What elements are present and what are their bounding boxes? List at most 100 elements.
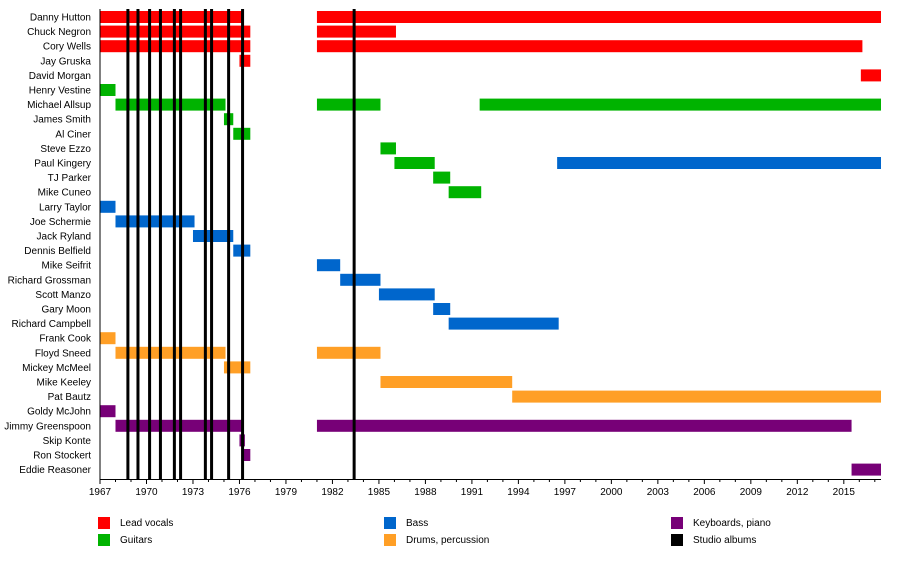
- member-label-jimmy-greenspoon: Jimmy Greenspoon: [4, 421, 91, 432]
- studio-album-line: [148, 9, 152, 479]
- member-label-goldy-mcjohn: Goldy McJohn: [27, 407, 91, 418]
- bar-richard-grossman: [340, 273, 381, 286]
- bar-david-morgan: [860, 69, 881, 82]
- legend-item-drums: Drums, percussion: [384, 533, 489, 547]
- legend-swatch-albums: [671, 534, 683, 546]
- member-label-scott-manzo: Scott Manzo: [35, 290, 91, 301]
- legend-label-albums: Studio albums: [693, 534, 757, 546]
- x-tick-label: 2003: [647, 487, 670, 498]
- member-label-james-smith: James Smith: [33, 115, 91, 126]
- member-label-jack-ryland: Jack Ryland: [37, 232, 91, 243]
- legend-item-guitars: Guitars: [98, 533, 152, 547]
- member-label-skip-konte: Skip Konte: [43, 436, 92, 447]
- legend-item-keyboards: Keyboards, piano: [671, 516, 771, 530]
- bar-tj-parker: [433, 171, 451, 184]
- legend-label-vocals: Lead vocals: [120, 517, 174, 529]
- member-labels: Danny Hutton Chuck Negron Cory Wells Jay Gr…: [4, 13, 92, 477]
- member-label-eddie-reasoner: Eddie Reasoner: [19, 465, 91, 476]
- legend: Lead vocals Guitars Bass Drums, percussi…: [0, 516, 900, 556]
- band-timeline-chart: Danny Hutton Chuck Negron Cory Wells Jay Gr…: [4, 9, 881, 498]
- legend-item-bass: Bass: [384, 516, 428, 530]
- bar-chuck-negron: [316, 25, 396, 38]
- x-tick-label: 2015: [833, 487, 856, 498]
- legend-item-vocals: Lead vocals: [98, 516, 173, 530]
- studio-album-line: [136, 9, 140, 479]
- studio-album-line: [179, 9, 183, 479]
- bar-ron-stockert: [242, 449, 251, 461]
- legend-label-keyboards: Keyboards, piano: [693, 517, 771, 529]
- bar-mike-keeley: [380, 376, 513, 388]
- studio-album-line: [126, 9, 130, 479]
- member-label-paul-kingery: Paul Kingery: [34, 159, 91, 170]
- bar-scott-manzo: [378, 288, 435, 301]
- membership-bars: [100, 11, 881, 476]
- x-tick-label: 1970: [135, 487, 158, 498]
- legend-item-albums: Studio albums: [671, 533, 756, 547]
- member-label-michael-allsup: Michael Allsup: [27, 100, 91, 111]
- bar-jimmy-greenspoon: [316, 419, 852, 432]
- member-label-gary-moon: Gary Moon: [42, 305, 91, 316]
- member-label-joe-schermie: Joe Schermie: [30, 217, 92, 228]
- member-label-larry-taylor: Larry Taylor: [39, 202, 92, 213]
- studio-album-line: [172, 9, 176, 479]
- bar-paul-kingery: [394, 157, 435, 169]
- x-tick-label: 2006: [693, 487, 716, 498]
- member-label-steve-ezzo: Steve Ezzo: [40, 144, 91, 155]
- x-tick-label: 2009: [740, 487, 763, 498]
- bar-richard-campbell: [448, 317, 559, 330]
- x-axis: 1967 1970 1973 1976 1979 1982 1985 1988 1991 1994…: [89, 9, 881, 498]
- bar-floyd-sneed: [316, 346, 381, 359]
- bar-cory-wells: [316, 40, 863, 53]
- bar-mike-cuneo: [448, 186, 482, 199]
- legend-swatch-guitars: [98, 534, 110, 546]
- bar-paul-kingery-bass: [557, 157, 881, 169]
- bar-pat-bautz: [512, 390, 881, 403]
- studio-album-line: [227, 9, 231, 479]
- bar-steve-ezzo: [380, 142, 396, 155]
- member-label-mike-keeley: Mike Keeley: [37, 378, 91, 389]
- member-label-pat-bautz: Pat Bautz: [48, 392, 91, 403]
- legend-label-guitars: Guitars: [120, 534, 153, 546]
- bar-goldy-mcjohn: [100, 405, 116, 418]
- studio-album-line: [241, 9, 245, 479]
- member-label-tj-parker: TJ Parker: [48, 173, 92, 184]
- member-label-al-ciner: Al Ciner: [55, 129, 91, 140]
- member-label-mickey-mcmeel: Mickey McMeel: [22, 363, 91, 374]
- member-label-chuck-negron: Chuck Negron: [27, 27, 91, 38]
- x-tick-label: 1982: [321, 487, 344, 498]
- member-label-david-morgan: David Morgan: [29, 71, 91, 82]
- x-tick-label: 1994: [507, 487, 530, 498]
- x-tick-label: 1991: [461, 487, 484, 498]
- studio-album-lines: [126, 9, 356, 479]
- legend-swatch-vocals: [98, 517, 110, 529]
- bar-henry-vestine: [100, 84, 116, 96]
- member-label-henry-vestine: Henry Vestine: [29, 86, 92, 97]
- bar-michael-allsup: [115, 98, 226, 111]
- legend-swatch-keyboards: [671, 517, 683, 529]
- studio-album-line: [210, 9, 214, 479]
- studio-album-line: [352, 9, 356, 479]
- member-label-richard-campbell: Richard Campbell: [12, 319, 91, 330]
- bar-jimmy-greenspoon: [115, 419, 243, 432]
- x-tick-label: 2012: [786, 487, 809, 498]
- member-label-richard-grossman: Richard Grossman: [8, 275, 91, 286]
- member-label-cory-wells: Cory Wells: [43, 42, 91, 53]
- bar-michael-allsup: [316, 98, 381, 111]
- legend-swatch-drums: [384, 534, 396, 546]
- x-tick-label: 1979: [275, 487, 298, 498]
- x-tick-label: 1967: [89, 487, 112, 498]
- member-label-mike-cuneo: Mike Cuneo: [38, 188, 92, 199]
- studio-album-line: [158, 9, 162, 479]
- x-tick-label: 1976: [228, 487, 251, 498]
- member-label-floyd-sneed: Floyd Sneed: [35, 348, 91, 359]
- member-label-dennis-belfield: Dennis Belfield: [24, 246, 91, 257]
- member-label-danny-hutton: Danny Hutton: [30, 13, 91, 24]
- bar-eddie-reasoner: [851, 463, 881, 476]
- bar-danny-hutton: [100, 11, 243, 23]
- legend-label-bass: Bass: [406, 517, 429, 529]
- x-tick-label: 1997: [554, 487, 577, 498]
- bar-michael-allsup: [479, 98, 881, 111]
- legend-label-drums: Drums, percussion: [406, 534, 490, 546]
- bar-floyd-sneed: [115, 346, 226, 359]
- bar-jay-gruska: [239, 54, 251, 67]
